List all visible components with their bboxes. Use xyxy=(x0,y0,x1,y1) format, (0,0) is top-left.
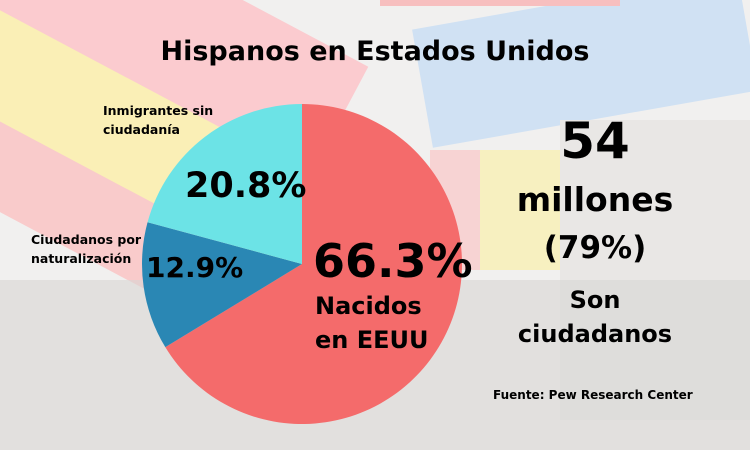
source-note: Fuente: Pew Research Center xyxy=(493,388,693,402)
label-ciudadanos: Ciudadanos por naturalización xyxy=(31,230,141,268)
chart-title: Hispanos en Estados Unidos xyxy=(160,36,590,67)
summary-number: 54 xyxy=(560,112,630,170)
label-nacidos-line2: en EEUU xyxy=(315,326,429,354)
label-inmigrantes: Inmigrantes sin ciudadanía xyxy=(103,101,213,139)
slice-ciudadanos xyxy=(142,222,302,348)
summary-line2: ciudadanos xyxy=(517,320,673,348)
summary-percent: (79%) xyxy=(543,230,647,266)
label-inmigrantes-line1: Inmigrantes sin xyxy=(103,103,214,118)
slice-value-inmigrantes: 20.8% xyxy=(185,166,307,206)
label-ciudadanos-line1: Ciudadanos por xyxy=(31,232,142,247)
summary-unit: millones xyxy=(516,180,674,219)
slice-inmigrantes xyxy=(147,104,302,264)
slice-value-nacidos: 66.3% xyxy=(313,234,473,288)
label-ciudadanos-line2: naturalización xyxy=(31,251,132,266)
slice-value-ciudadanos: 12.9% xyxy=(146,251,244,284)
label-inmigrantes-line2: ciudadanía xyxy=(103,122,180,137)
label-nacidos-line1: Nacidos xyxy=(315,292,422,320)
slice-nacidos xyxy=(165,104,462,424)
summary-line1: Son xyxy=(569,286,621,314)
label-nacidos: Nacidos en EEUU xyxy=(315,289,428,357)
